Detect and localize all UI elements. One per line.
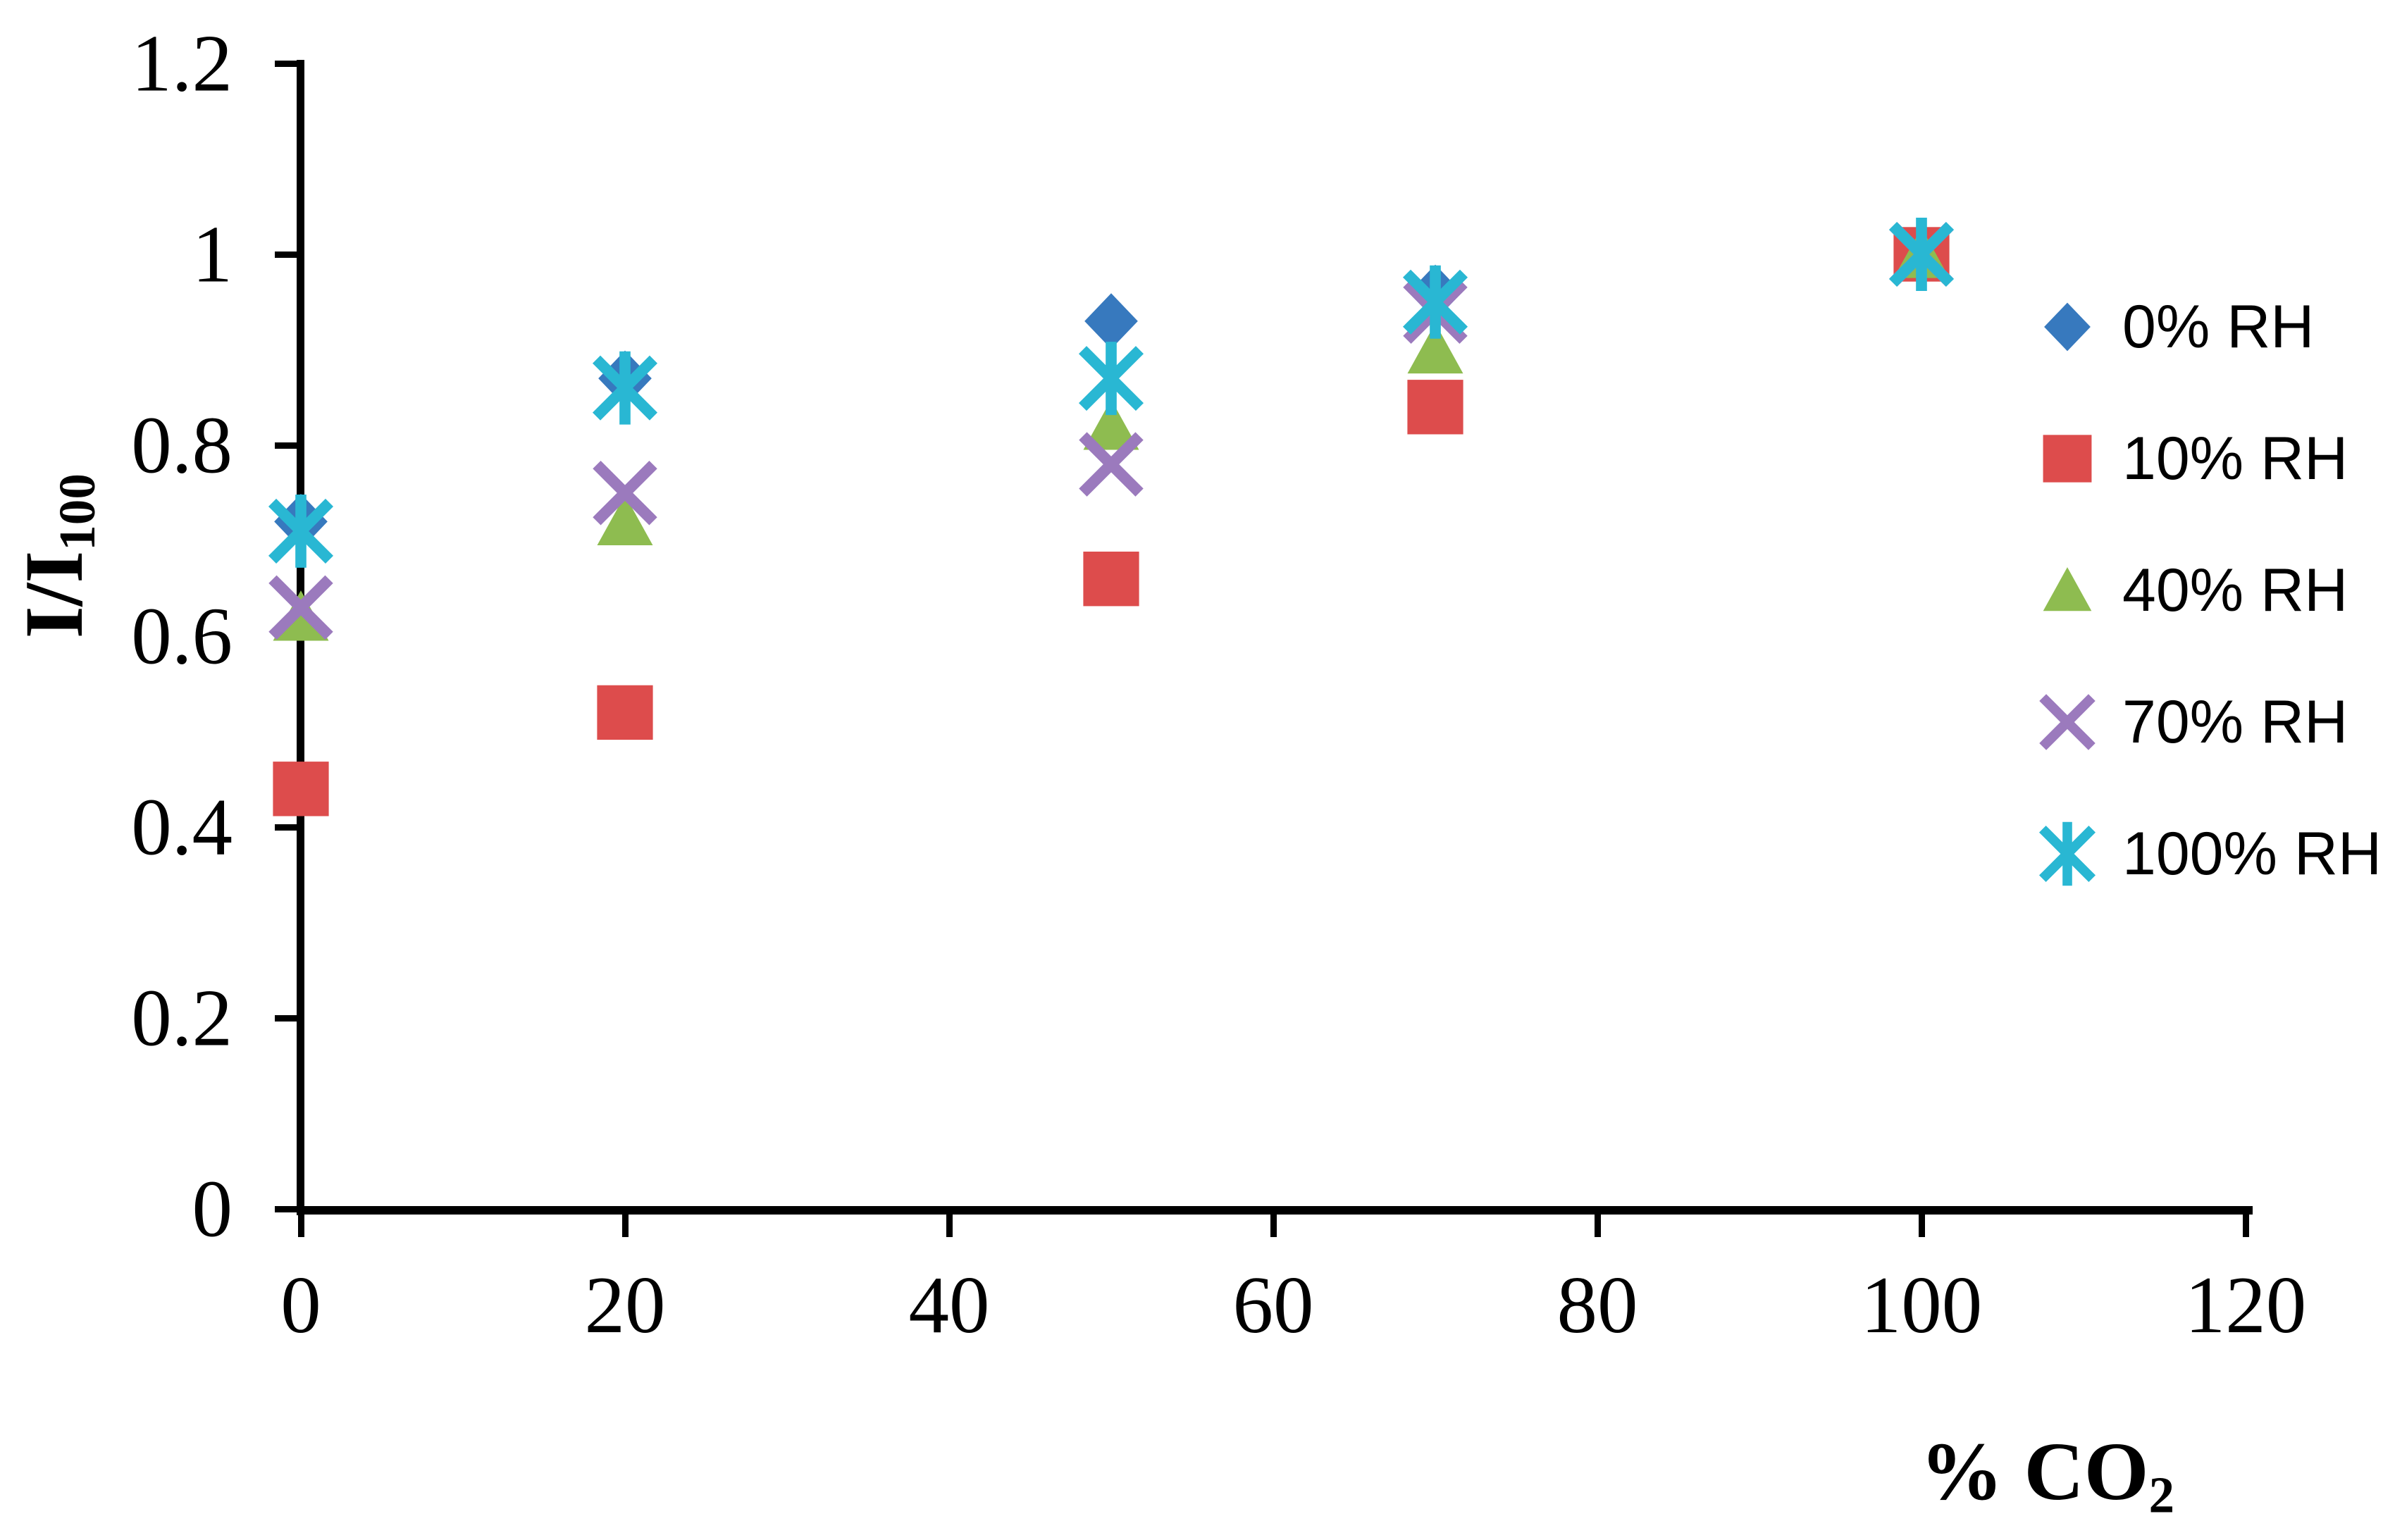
legend-item: 100% RH (2032, 788, 2382, 919)
x-tick-label: 80 (1556, 1260, 1638, 1350)
x-tick-mark (2243, 1206, 2249, 1237)
y-tick-mark (275, 252, 304, 258)
data-point-triangle (597, 495, 653, 545)
x-axis-title-subscript: 2 (2148, 1466, 2175, 1524)
data-point-x (268, 575, 333, 640)
data-point-asterisk (1078, 342, 1144, 416)
legend-item: 70% RH (2032, 656, 2382, 788)
x-tick-label: 0 (280, 1260, 321, 1350)
x-tick-label: 100 (1860, 1260, 1983, 1350)
data-point-x (593, 461, 657, 526)
legend-marker-asterisk (2038, 821, 2096, 886)
data-point-asterisk (1888, 218, 1955, 291)
y-tick-label: 0.2 (131, 973, 233, 1063)
data-point-asterisk (592, 351, 658, 425)
y-tick-label: 0.6 (131, 591, 233, 681)
data-point-triangle (1083, 399, 1139, 450)
x-tick-mark (1270, 1206, 1277, 1237)
x-tick-mark (622, 1206, 629, 1237)
y-tick-label: 0.4 (131, 782, 233, 872)
x-tick-mark (946, 1206, 953, 1237)
legend-label: 70% RH (2122, 688, 2348, 756)
data-point-diamond (1084, 293, 1138, 349)
x-tick-mark (1595, 1206, 1601, 1237)
y-tick-label: 1 (192, 209, 233, 299)
x-tick-mark (1919, 1206, 1925, 1237)
y-tick-mark (275, 61, 304, 67)
y-tick-label: 0 (192, 1164, 233, 1254)
data-point-square (1407, 380, 1463, 435)
x-tick-label: 20 (584, 1260, 666, 1350)
data-point-asterisk (1402, 265, 1468, 339)
y-tick-label: 0.8 (131, 400, 233, 490)
data-point-square (273, 762, 329, 816)
legend-label: 40% RH (2122, 556, 2348, 624)
y-tick-mark (275, 1206, 304, 1212)
y-tick-mark (275, 824, 304, 831)
legend-item: 0% RH (2032, 261, 2382, 392)
legend-marker-triangle (2043, 566, 2092, 611)
legend-label: 0% RH (2122, 292, 2315, 361)
data-point-square (1083, 552, 1139, 607)
data-point-triangle (1407, 323, 1463, 374)
data-point-x (1079, 432, 1144, 497)
data-point-square (597, 685, 653, 740)
legend-item: 40% RH (2032, 524, 2382, 656)
data-point-asterisk (268, 494, 334, 568)
y-tick-mark (275, 1015, 304, 1022)
x-tick-label: 60 (1232, 1260, 1314, 1350)
legend-marker-diamond (2044, 302, 2091, 351)
legend-marker-square (2043, 434, 2092, 483)
x-tick-label: 120 (2184, 1260, 2307, 1350)
legend: 0% RH 10% RH 40% RH 70% RH 100% RH (2032, 261, 2382, 919)
legend-item: 10% RH (2032, 392, 2382, 524)
legend-marker-x (2039, 693, 2096, 750)
legend-label: 10% RH (2122, 424, 2348, 492)
x-tick-mark (298, 1206, 304, 1237)
x-axis-title-main: % CO (1920, 1425, 2149, 1517)
y-tick-mark (275, 442, 304, 449)
x-tick-label: 40 (908, 1260, 990, 1350)
legend-label: 100% RH (2122, 819, 2382, 888)
x-axis-title: % CO2 (1920, 1430, 2272, 1524)
y-tick-label: 1.2 (131, 18, 233, 108)
